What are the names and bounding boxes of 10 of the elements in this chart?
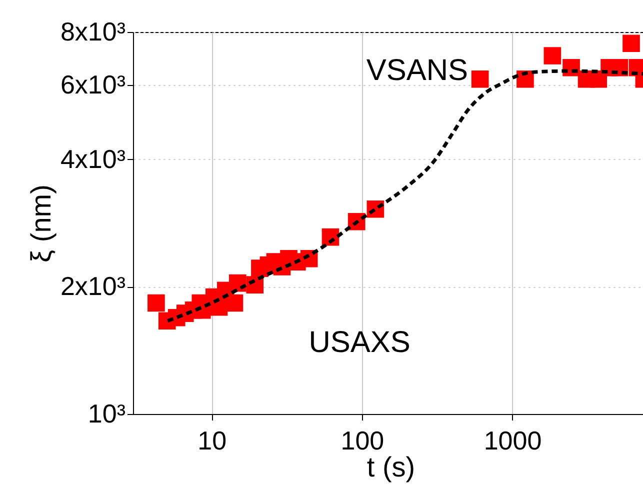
y-tick-label: 4x10³ bbox=[60, 144, 126, 174]
series-label: USAXS bbox=[308, 326, 410, 359]
y-axis-title: ξ (nm) bbox=[25, 184, 56, 262]
y-tick-label: 6x10³ bbox=[60, 69, 126, 100]
y-tick-label: 8x10³ bbox=[60, 16, 126, 46]
y-tick-label: 2x10³ bbox=[60, 271, 126, 302]
series-label: VSANS bbox=[366, 54, 468, 88]
x-tick-label: 10 bbox=[198, 426, 227, 456]
x-tick-label: 1000 bbox=[484, 426, 542, 456]
y-tick-label: 10³ bbox=[88, 398, 126, 428]
